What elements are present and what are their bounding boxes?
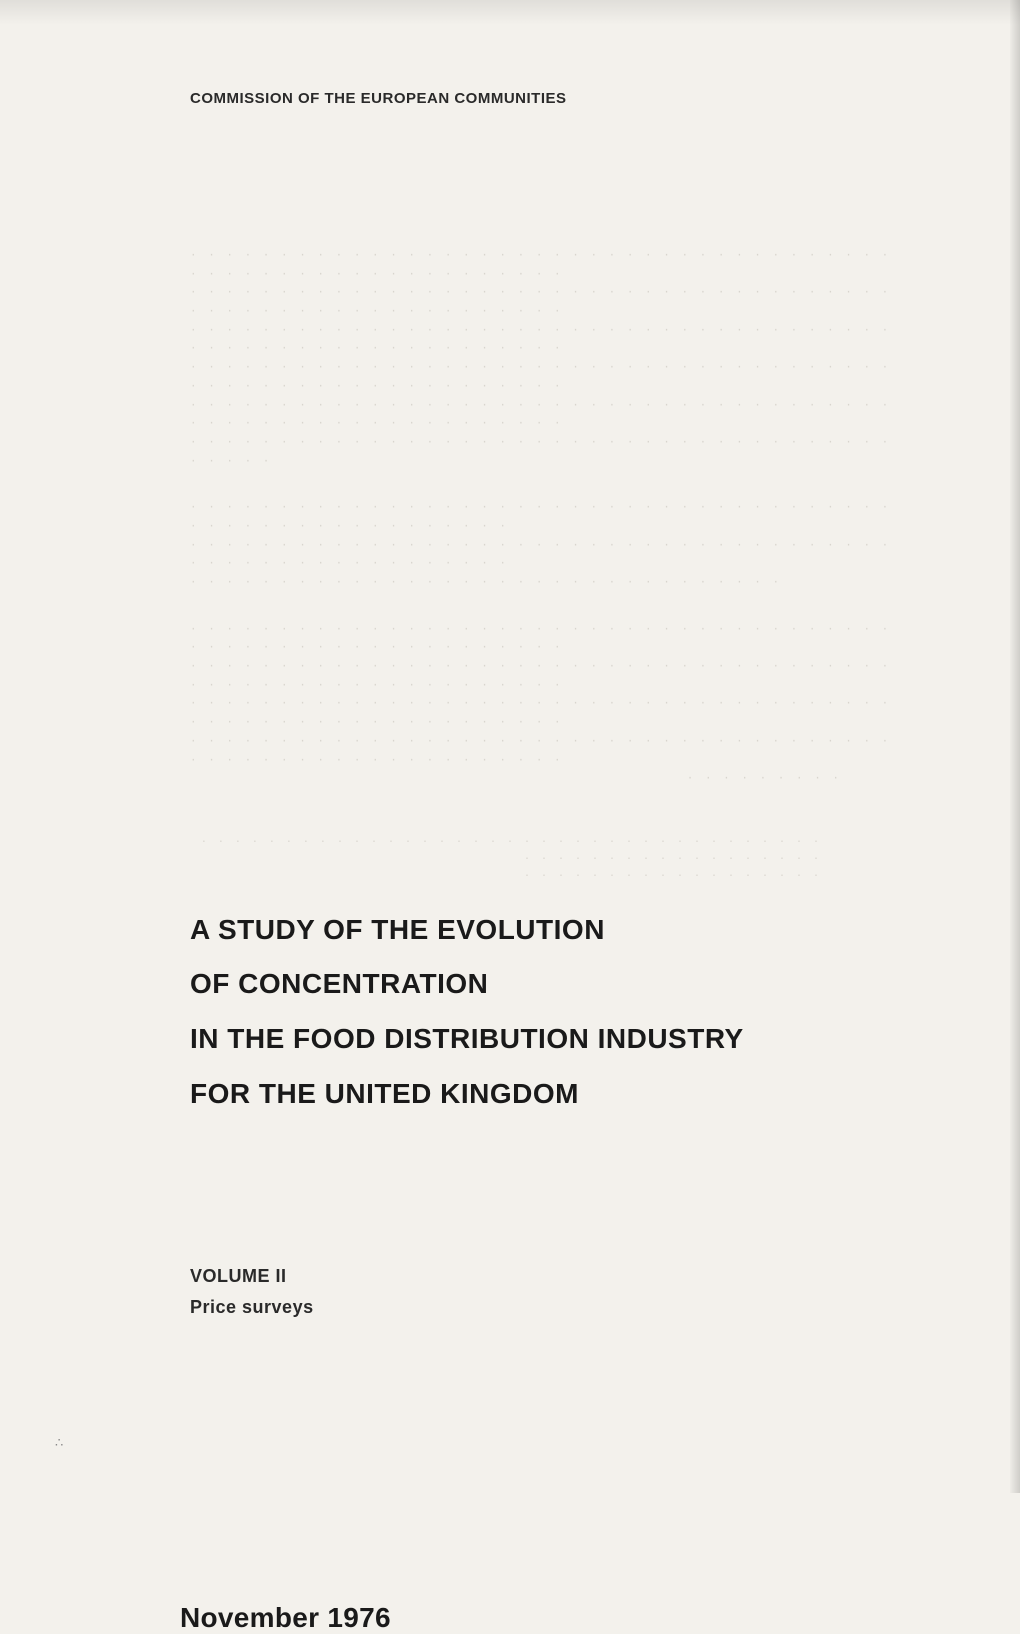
- faded-line: · · · · · · · · · · · · · · · · · · · · …: [190, 359, 900, 396]
- faded-line: · · · · · · · · · · · · · · · · · · · · …: [190, 284, 900, 321]
- volume-label: VOLUME II: [190, 1261, 900, 1292]
- volume-info: VOLUME II Price surveys: [190, 1261, 900, 1322]
- document-title: A STUDY OF THE EVOLUTION OF CONCENTRATIO…: [190, 903, 900, 1121]
- document-page: COMMISSION OF THE EUROPEAN COMMUNITIES ·…: [0, 0, 1020, 1493]
- faded-line: · · · · · · · · ·: [190, 770, 900, 789]
- faded-line: · · · · · · · · · · · · · · · · · · · · …: [190, 621, 900, 658]
- faded-paragraph-2: · · · · · · · · · · · · · · · · · · · · …: [190, 499, 900, 592]
- faded-line: · · · · · · · · · · · · · · · · · · · · …: [190, 733, 900, 770]
- organization-header: COMMISSION OF THE EUROPEAN COMMUNITIES: [190, 90, 900, 107]
- faded-line: · · · · · · · · · · · · · · · · · · · · …: [190, 834, 820, 868]
- publication-date: November 1976: [180, 1602, 900, 1634]
- faded-line: · · · · · · · · · · · · · · · · · · · · …: [190, 574, 900, 593]
- faded-line: · · · · · · · · · · · · · · · · · · · · …: [190, 397, 900, 434]
- title-line-2: OF CONCENTRATION: [190, 957, 900, 1012]
- faded-paragraph-1: · · · · · · · · · · · · · · · · · · · · …: [190, 247, 900, 471]
- volume-subtitle: Price surveys: [190, 1292, 900, 1323]
- faded-line: · · · · · · · · · · · · · · · · · · · · …: [190, 537, 900, 574]
- faded-line: · · · · · · · · · · · · · · · · · ·: [190, 868, 820, 885]
- faded-line: · · · · · · · · · · · · · · · · · · · · …: [190, 499, 900, 536]
- faded-line: · · · · · · · · · · · · · · · · · · · · …: [190, 695, 900, 732]
- faded-line: · · · · · · · · · · · · · · · · · · · · …: [190, 658, 900, 695]
- faded-line: · · · · · · · · · · · · · · · · · · · · …: [190, 322, 900, 359]
- faded-paragraph-4: · · · · · · · · · · · · · · · · · · · · …: [190, 834, 900, 885]
- title-line-4: FOR THE UNITED KINGDOM: [190, 1067, 900, 1122]
- corner-mark-icon: ∴: [55, 1435, 63, 1451]
- title-line-3: IN THE FOOD DISTRIBUTION INDUSTRY: [190, 1012, 900, 1067]
- faded-paragraph-3: · · · · · · · · · · · · · · · · · · · · …: [190, 621, 900, 789]
- faded-line: · · · · · · · · · · · · · · · · · · · · …: [190, 247, 900, 284]
- title-line-1: A STUDY OF THE EVOLUTION: [190, 903, 900, 958]
- faded-line: · · · · · · · · · · · · · · · · · · · · …: [190, 434, 900, 471]
